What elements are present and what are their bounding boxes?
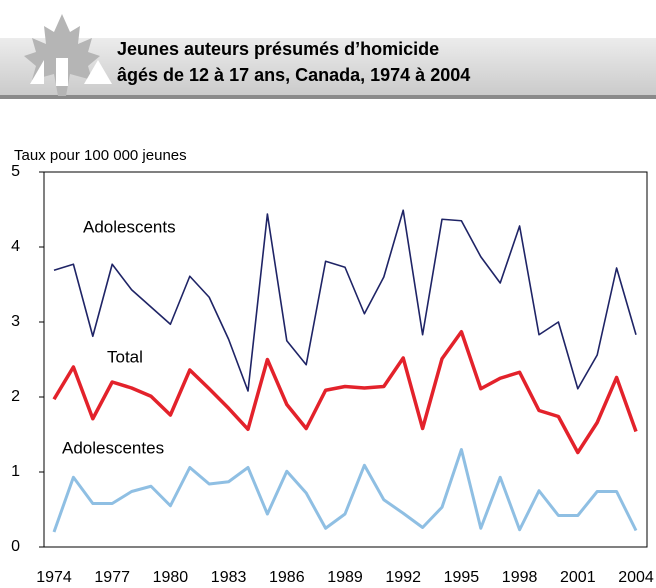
x-tick-label: 1998 xyxy=(502,569,538,586)
header-rule xyxy=(0,95,656,99)
series-label: Adolescents xyxy=(83,217,176,236)
y-tick-label: 4 xyxy=(11,238,20,255)
series-line xyxy=(53,209,637,392)
series-line xyxy=(52,448,638,533)
x-tick-label: 1989 xyxy=(327,569,363,586)
y-tick-label: 3 xyxy=(11,313,20,330)
x-tick-label: 1977 xyxy=(94,569,130,586)
logo-shape xyxy=(56,58,68,86)
y-tick-label: 0 xyxy=(11,538,20,555)
x-tick-label: 1974 xyxy=(36,569,72,586)
x-tick-label: 1980 xyxy=(153,569,189,586)
logo-shape xyxy=(84,60,112,84)
y-tick-label: 5 xyxy=(11,163,20,180)
x-tick-label: 1983 xyxy=(211,569,247,586)
series-label: Total xyxy=(107,347,143,366)
y-axis-label: Taux pour 100 000 jeunes xyxy=(14,147,187,164)
series-label: Adolescentes xyxy=(62,438,164,457)
header-band xyxy=(0,38,656,98)
logo-shape xyxy=(30,60,44,84)
x-tick-label: 1986 xyxy=(269,569,305,586)
series-line xyxy=(52,330,638,455)
x-tick-label: 1992 xyxy=(385,569,421,586)
x-tick-label: 2004 xyxy=(618,569,654,586)
y-tick-label: 1 xyxy=(11,463,20,480)
plot-frame xyxy=(43,171,648,548)
x-tick-label: 1995 xyxy=(444,569,480,586)
chart-title: Jeunes auteurs présumés d’homicide xyxy=(117,39,439,59)
chart-title: âgés de 12 à 17 ans, Canada, 1974 à 2004 xyxy=(117,65,470,85)
y-tick-label: 2 xyxy=(11,388,20,405)
x-tick-label: 2001 xyxy=(560,569,596,586)
